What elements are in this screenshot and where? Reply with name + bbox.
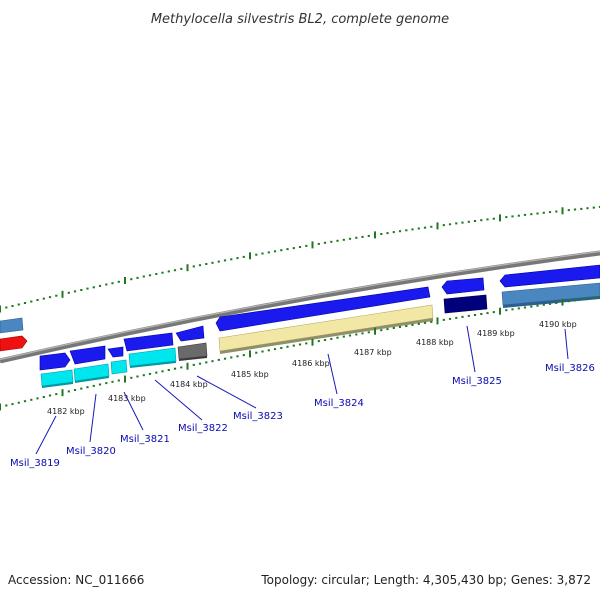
gene-arrow-msil-3822[interactable] <box>123 332 174 352</box>
gene-arrow-msil-3823[interactable] <box>175 325 205 342</box>
gene-label-msil-3824[interactable]: Msil_3824 <box>314 398 364 409</box>
gene-label-msil-3819[interactable]: Msil_3819 <box>10 458 60 469</box>
feature-navy[interactable] <box>443 294 488 314</box>
gene-label-leaders <box>35 325 569 455</box>
feature-cyan-3[interactable] <box>110 359 128 375</box>
kbp-label-4188: 4188 kbp <box>416 338 454 347</box>
gene-labels: Msil_3819 Msil_3820 Msil_3821 Msil_3822 … <box>10 363 595 469</box>
genome-summary-text: Topology: circular; Length: 4,305,430 bp… <box>261 573 591 587</box>
kbp-label-4185: 4185 kbp <box>231 370 269 379</box>
accession-text: Accession: NC_011666 <box>8 573 145 587</box>
map-title: Methylocella silvestris BL2, complete ge… <box>151 12 449 27</box>
gene-arrow-msil-3825[interactable] <box>441 277 485 295</box>
backbone-arc <box>0 250 600 364</box>
gene-label-msil-3822[interactable]: Msil_3822 <box>178 423 228 434</box>
gene-features <box>0 264 600 388</box>
gene-feature-steel-left[interactable] <box>0 317 24 334</box>
outer-tick-ring <box>0 206 600 313</box>
kbp-label-4186: 4186 kbp <box>292 359 330 368</box>
kbp-label-4184: 4184 kbp <box>170 380 208 389</box>
gene-label-msil-3821[interactable]: Msil_3821 <box>120 434 170 445</box>
gene-label-msil-3826[interactable]: Msil_3826 <box>545 363 595 374</box>
gene-arrow-msil-3826[interactable] <box>499 264 600 288</box>
kbp-label-4182: 4182 kbp <box>47 407 85 416</box>
kbp-label-4190: 4190 kbp <box>539 320 577 329</box>
gene-arrow-msil-3820[interactable] <box>69 345 106 365</box>
kbp-label-4189: 4189 kbp <box>477 329 515 338</box>
gene-label-msil-3823[interactable]: Msil_3823 <box>233 411 283 422</box>
kbp-label-4187: 4187 kbp <box>354 348 392 357</box>
gene-label-msil-3825[interactable]: Msil_3825 <box>452 376 502 387</box>
gene-arrow-msil-3819[interactable] <box>39 352 71 371</box>
gene-label-msil-3820[interactable]: Msil_3820 <box>66 446 116 457</box>
feature-steel-right[interactable] <box>501 282 600 306</box>
gene-arrow-msil-3824[interactable] <box>215 286 431 332</box>
gene-feature-red-left[interactable] <box>0 335 28 352</box>
inner-tick-ring <box>0 296 600 411</box>
gene-arrow-msil-3821[interactable] <box>107 346 124 358</box>
